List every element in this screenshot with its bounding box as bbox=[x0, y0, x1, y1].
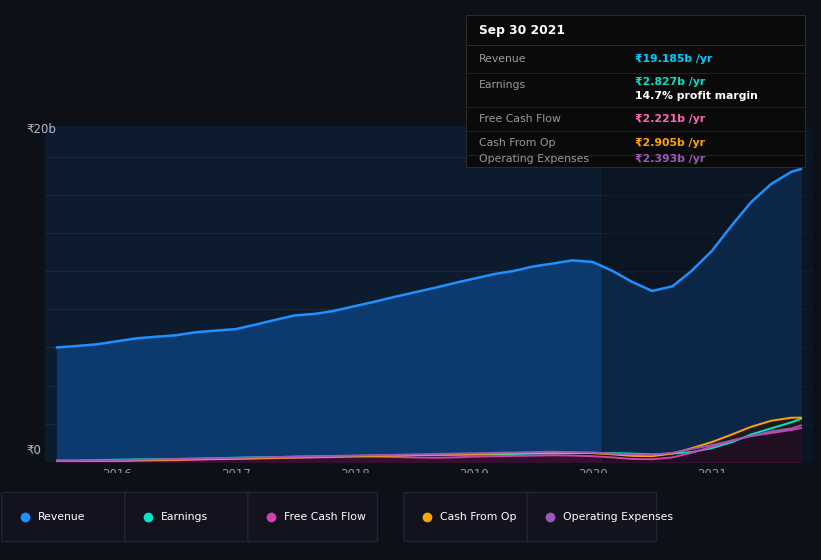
FancyBboxPatch shape bbox=[527, 492, 657, 542]
Text: Sep 30 2021: Sep 30 2021 bbox=[479, 24, 565, 37]
Text: ₹2.393b /yr: ₹2.393b /yr bbox=[635, 154, 706, 164]
Text: ₹2.905b /yr: ₹2.905b /yr bbox=[635, 138, 705, 148]
Text: Earnings: Earnings bbox=[479, 81, 526, 90]
Text: Revenue: Revenue bbox=[479, 54, 526, 64]
FancyBboxPatch shape bbox=[248, 492, 378, 542]
Text: ₹2.221b /yr: ₹2.221b /yr bbox=[635, 114, 706, 124]
Text: 14.7% profit margin: 14.7% profit margin bbox=[635, 91, 759, 101]
Text: Operating Expenses: Operating Expenses bbox=[563, 512, 673, 521]
Text: Cash From Op: Cash From Op bbox=[440, 512, 516, 521]
Text: Earnings: Earnings bbox=[161, 512, 208, 521]
Text: Cash From Op: Cash From Op bbox=[479, 138, 556, 148]
Text: ₹19.185b /yr: ₹19.185b /yr bbox=[635, 54, 713, 64]
Text: Free Cash Flow: Free Cash Flow bbox=[284, 512, 366, 521]
Text: ₹2.827b /yr: ₹2.827b /yr bbox=[635, 77, 706, 87]
FancyBboxPatch shape bbox=[2, 492, 131, 542]
FancyBboxPatch shape bbox=[125, 492, 255, 542]
FancyBboxPatch shape bbox=[404, 492, 534, 542]
Text: Operating Expenses: Operating Expenses bbox=[479, 154, 589, 164]
Text: ₹20b: ₹20b bbox=[26, 123, 56, 137]
Text: Revenue: Revenue bbox=[38, 512, 85, 521]
Text: Free Cash Flow: Free Cash Flow bbox=[479, 114, 561, 124]
Text: ₹0: ₹0 bbox=[26, 444, 41, 457]
Bar bbox=[602, 126, 813, 462]
